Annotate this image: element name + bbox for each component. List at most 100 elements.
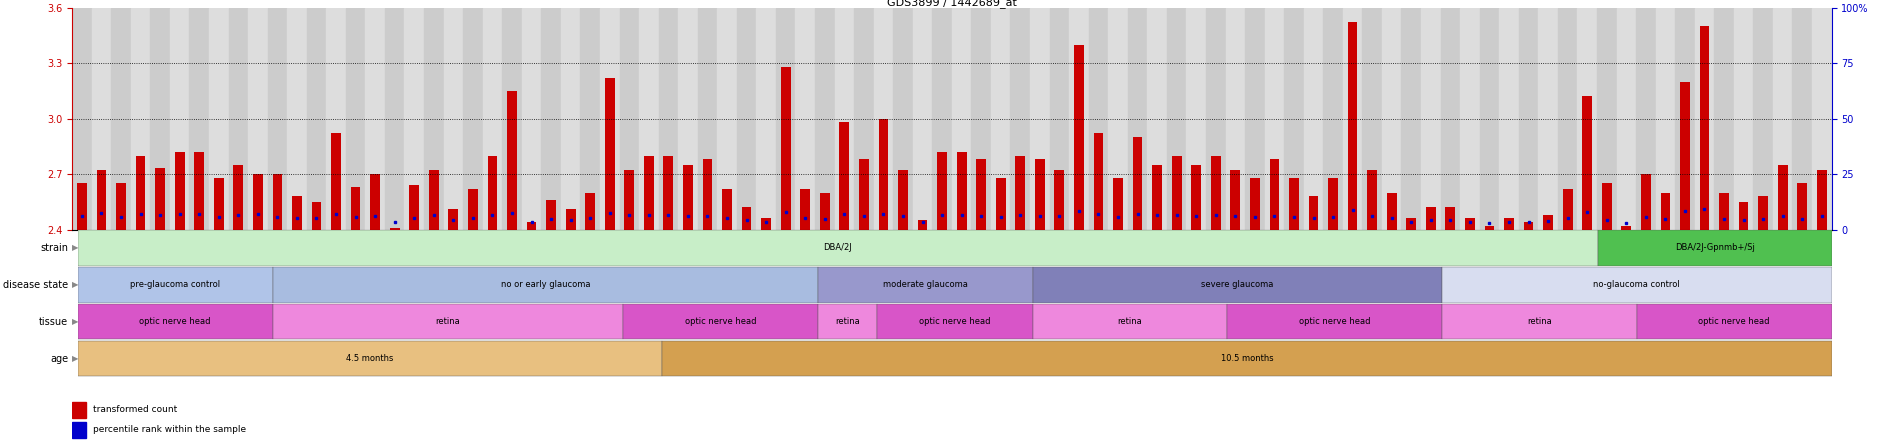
Bar	[581, 8, 600, 230]
Bar	[1446, 207, 1456, 230]
Bar	[820, 193, 829, 230]
Bar	[957, 152, 966, 230]
Bar	[169, 8, 190, 230]
Bar	[619, 8, 640, 230]
Bar	[326, 8, 345, 230]
Bar	[835, 8, 854, 230]
Bar	[156, 168, 165, 230]
Bar	[385, 8, 404, 230]
Bar	[678, 8, 698, 230]
Bar	[1602, 183, 1611, 230]
Bar	[1754, 8, 1773, 230]
Bar	[72, 402, 85, 417]
Bar	[702, 159, 712, 230]
Text: optic nerve head: optic nerve head	[1699, 317, 1771, 326]
Bar	[1676, 8, 1695, 230]
Bar	[507, 91, 516, 230]
Bar	[194, 152, 205, 230]
Bar	[1167, 8, 1186, 230]
Bar	[1033, 267, 1442, 302]
Bar	[623, 304, 818, 339]
Bar	[91, 8, 112, 230]
Bar	[1792, 8, 1813, 230]
Bar	[1758, 196, 1769, 230]
Bar	[78, 183, 87, 230]
Bar	[991, 8, 1010, 230]
Bar	[873, 8, 894, 230]
Bar	[1583, 96, 1592, 230]
Bar	[1720, 193, 1729, 230]
Bar	[1050, 8, 1069, 230]
Bar	[1816, 170, 1826, 230]
Bar	[664, 155, 674, 230]
Bar	[814, 8, 835, 230]
Bar	[717, 8, 736, 230]
Bar	[1226, 8, 1245, 230]
Bar	[1251, 178, 1260, 230]
Bar	[1323, 8, 1344, 230]
Text: retina: retina	[1118, 317, 1143, 326]
Bar	[1655, 8, 1676, 230]
Bar	[721, 189, 733, 230]
Bar	[1406, 218, 1416, 230]
Bar	[1773, 8, 1792, 230]
Bar	[1797, 183, 1807, 230]
Bar	[1661, 193, 1670, 230]
Bar	[1034, 159, 1044, 230]
Bar	[566, 209, 575, 230]
Bar	[818, 304, 877, 339]
Text: no-glaucoma control: no-glaucoma control	[1592, 280, 1680, 289]
Bar	[761, 218, 771, 230]
Bar	[389, 228, 400, 230]
Bar	[1401, 8, 1422, 230]
Bar	[78, 267, 273, 302]
Bar	[1442, 267, 1832, 302]
Bar	[526, 222, 537, 230]
Bar	[818, 267, 1033, 302]
Bar	[228, 8, 249, 230]
Text: severe glaucoma: severe glaucoma	[1201, 280, 1274, 289]
Bar	[252, 174, 262, 230]
Text: optic nerve head: optic nerve head	[919, 317, 991, 326]
Bar	[1342, 8, 1363, 230]
Bar	[1695, 8, 1714, 230]
Bar	[1289, 178, 1298, 230]
Bar	[97, 170, 106, 230]
Bar	[1680, 82, 1689, 230]
Bar	[1425, 207, 1435, 230]
Bar	[898, 170, 907, 230]
Bar	[1367, 170, 1378, 230]
Bar	[894, 8, 913, 230]
Bar	[541, 8, 560, 230]
Bar	[287, 8, 307, 230]
Bar	[976, 159, 987, 230]
Text: no or early glaucoma: no or early glaucoma	[501, 280, 590, 289]
Bar	[273, 304, 623, 339]
Bar	[463, 8, 482, 230]
Bar	[1069, 8, 1089, 230]
Bar	[311, 202, 321, 230]
Text: disease state: disease state	[4, 280, 68, 290]
Text: DBA/2J: DBA/2J	[824, 243, 852, 253]
Bar	[268, 8, 287, 230]
Bar	[345, 8, 364, 230]
Text: retina: retina	[437, 317, 461, 326]
Bar	[1562, 189, 1573, 230]
Bar	[1108, 8, 1127, 230]
Bar	[1089, 8, 1108, 230]
Bar	[1524, 222, 1534, 230]
Text: transformed count: transformed count	[93, 405, 178, 415]
Bar	[1304, 8, 1323, 230]
Bar	[1308, 196, 1319, 230]
Bar	[1518, 8, 1537, 230]
Bar	[854, 8, 873, 230]
Text: strain: strain	[40, 243, 68, 253]
Bar	[78, 230, 1598, 266]
Bar	[1484, 226, 1494, 230]
Text: age: age	[49, 353, 68, 364]
Bar	[698, 8, 717, 230]
Bar	[330, 133, 342, 230]
Bar	[175, 152, 184, 230]
Bar	[1621, 226, 1630, 230]
Bar	[736, 8, 755, 230]
